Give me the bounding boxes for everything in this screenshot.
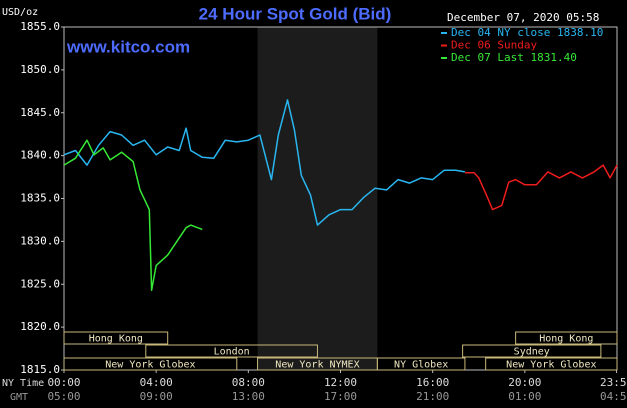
y-tick-label: 1825.0	[20, 277, 60, 290]
y-tick-label: 1820.0	[20, 320, 60, 333]
session-label: London	[214, 347, 250, 358]
session-bar	[63, 331, 169, 345]
y-axis-label: USD/oz	[2, 7, 38, 18]
session-label: New York Globex	[105, 360, 195, 371]
x-tick-label: 16:00	[416, 376, 449, 389]
gmt-tick-label: 13:00	[232, 390, 265, 403]
chart-title: 24 Hour Spot Gold (Bid)	[199, 4, 392, 23]
y-tick-label: 1845.0	[20, 106, 60, 119]
y-tick-label: 1815.0	[20, 363, 60, 376]
session-bar	[376, 357, 466, 371]
session-bar	[462, 344, 602, 358]
session-bar	[63, 357, 238, 371]
gmt-tick-label: 05:00	[47, 390, 80, 403]
session-bar	[515, 331, 618, 345]
session-label: Sydney	[514, 347, 550, 358]
y-tick-label: 1835.0	[20, 192, 60, 205]
session-bar	[145, 344, 318, 358]
y-tick-label: 1850.0	[20, 63, 60, 76]
x-row-label: GMT	[10, 392, 28, 403]
legend-label: Dec 06 Sunday	[451, 39, 537, 52]
session-label: NY Globex	[394, 360, 448, 371]
session-label: Hong Kong	[539, 334, 593, 345]
x-tick-label: 04:00	[140, 376, 173, 389]
session-bar	[485, 357, 618, 371]
source: www.kitco.com	[66, 37, 190, 56]
price-line	[63, 99, 466, 226]
y-tick-label: 1830.0	[20, 234, 60, 247]
legend-label: Dec 04 NY close 1838.10	[451, 26, 603, 39]
x-tick-label: 00:00	[47, 376, 80, 389]
gmt-tick-label: 17:00	[324, 390, 357, 403]
gmt-tick-label: 09:00	[140, 390, 173, 403]
timestamp: December 07, 2020 05:58	[447, 11, 599, 24]
x-row-label: NY Time	[2, 378, 44, 389]
session-label: Hong Kong	[89, 334, 143, 345]
session-label: New York Globex	[506, 360, 596, 371]
session-label: New York NYMEX	[275, 360, 359, 371]
x-tick-label: 20:00	[508, 376, 541, 389]
x-tick-label: 23:59	[600, 376, 627, 389]
highlight-band	[257, 27, 378, 370]
gmt-tick-label: 01:00	[508, 390, 541, 403]
price-line	[63, 139, 203, 292]
price-line	[464, 164, 618, 211]
x-tick-label: 08:00	[232, 376, 265, 389]
legend-label: Dec 07 Last 1831.40	[451, 51, 577, 64]
x-tick-label: 12:00	[324, 376, 357, 389]
gmt-tick-label: 21:00	[416, 390, 449, 403]
y-tick-label: 1840.0	[20, 149, 60, 162]
y-tick-label: 1855.0	[20, 20, 60, 33]
gmt-tick-label: 04:59	[600, 390, 627, 403]
